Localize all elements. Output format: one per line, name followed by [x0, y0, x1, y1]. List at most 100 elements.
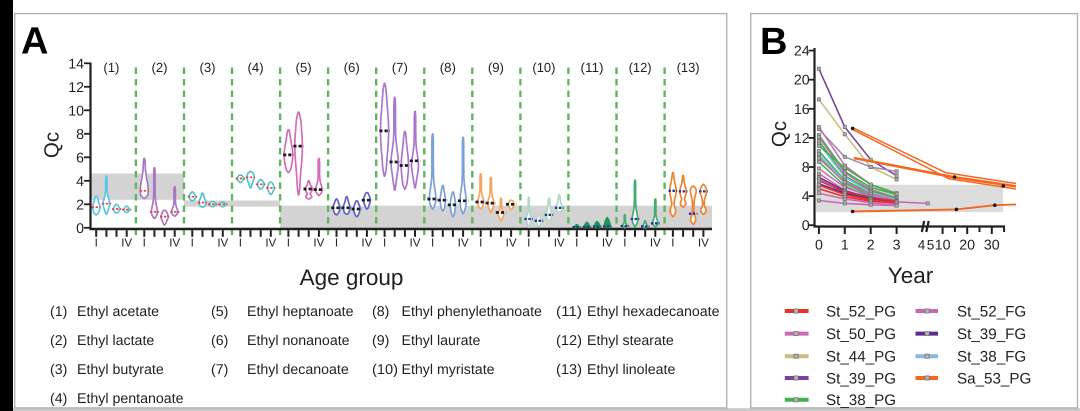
svg-text:Ethyl stearate: Ethyl stearate [587, 333, 674, 349]
svg-text:(13): (13) [677, 60, 700, 75]
svg-text:0: 0 [815, 238, 823, 254]
svg-text:1: 1 [841, 238, 849, 254]
svg-text:(1): (1) [103, 60, 119, 75]
svg-text:10: 10 [935, 238, 951, 254]
svg-text:Ethyl lactate: Ethyl lactate [77, 333, 154, 349]
svg-text:St_38_PG: St_38_PG [826, 392, 896, 409]
svg-text:8: 8 [802, 160, 810, 176]
svg-text:Ethyl decanoate: Ethyl decanoate [247, 362, 349, 378]
svg-text:St_50_PG: St_50_PG [826, 326, 896, 343]
svg-text:Qc: Qc [768, 121, 791, 147]
svg-text:(8): (8) [372, 304, 389, 320]
svg-text:IV: IV [698, 237, 709, 250]
svg-text:(7): (7) [392, 60, 408, 75]
svg-text:Ethyl heptanoate: Ethyl heptanoate [247, 304, 354, 320]
svg-text:(6): (6) [344, 60, 360, 75]
svg-text:Sa_53_PG: Sa_53_PG [957, 370, 1031, 387]
svg-text:(11): (11) [556, 304, 582, 320]
svg-text:IV: IV [217, 237, 228, 250]
svg-text:14: 14 [68, 56, 84, 72]
svg-text:I: I [239, 237, 242, 250]
svg-text:St_39_PG: St_39_PG [826, 370, 896, 387]
svg-text:(13): (13) [556, 362, 582, 378]
svg-text:IV: IV [554, 237, 565, 250]
svg-text:Age group: Age group [300, 265, 404, 290]
svg-text:IV: IV [602, 237, 613, 250]
svg-text:St_52_FG: St_52_FG [957, 303, 1026, 320]
svg-text:(5): (5) [211, 304, 228, 320]
svg-text:(7): (7) [211, 362, 228, 378]
svg-text:12: 12 [68, 80, 84, 96]
svg-text:(9): (9) [488, 60, 504, 75]
svg-text:(2): (2) [151, 60, 167, 75]
svg-text:(10): (10) [532, 60, 555, 75]
svg-text:Ethyl linoleate: Ethyl linoleate [587, 362, 675, 378]
svg-text:12: 12 [794, 131, 810, 147]
svg-text:I: I [335, 237, 338, 250]
svg-text:IV: IV [265, 237, 276, 250]
svg-text:Ethyl acetate: Ethyl acetate [77, 304, 159, 320]
svg-text:4: 4 [918, 238, 926, 253]
svg-text:(2): (2) [50, 333, 67, 349]
svg-text:Ethyl pentanoate: Ethyl pentanoate [77, 391, 184, 407]
svg-text:3: 3 [893, 238, 901, 254]
svg-text:2: 2 [76, 197, 84, 213]
svg-text:Ethyl hexadecanoate: Ethyl hexadecanoate [587, 304, 720, 320]
svg-text:(10): (10) [372, 362, 398, 378]
svg-text:(8): (8) [440, 60, 456, 75]
svg-text:St_39_FG: St_39_FG [957, 326, 1026, 343]
svg-text:(3): (3) [50, 362, 67, 378]
svg-text:(12): (12) [556, 333, 582, 349]
svg-text:6: 6 [76, 150, 84, 166]
svg-text:I: I [431, 237, 434, 250]
svg-text:I: I [287, 237, 290, 250]
svg-text:IV: IV [313, 237, 324, 250]
svg-text:16: 16 [794, 102, 810, 118]
svg-text:20: 20 [959, 238, 975, 254]
svg-text:30: 30 [984, 238, 1000, 254]
svg-text:Qc: Qc [41, 132, 64, 158]
svg-text:Ethyl laurate: Ethyl laurate [402, 333, 481, 349]
svg-text:10: 10 [68, 103, 84, 119]
svg-text:IV: IV [169, 237, 180, 250]
svg-text:0: 0 [802, 218, 810, 234]
svg-text:Ethyl phenylethanoate: Ethyl phenylethanoate [402, 304, 543, 320]
svg-text:IV: IV [361, 237, 372, 250]
svg-text:IV: IV [650, 237, 661, 250]
svg-text:(4): (4) [50, 391, 67, 407]
svg-text:24: 24 [794, 44, 810, 60]
svg-text:4: 4 [76, 174, 84, 190]
svg-text:Year: Year [888, 263, 934, 288]
svg-text:Ethyl butyrate: Ethyl butyrate [77, 362, 164, 378]
svg-text:Ethyl myristate: Ethyl myristate [402, 362, 495, 378]
svg-text:I: I [623, 237, 626, 250]
svg-text:8: 8 [76, 127, 84, 143]
svg-text:(3): (3) [199, 60, 215, 75]
svg-text:(4): (4) [248, 60, 264, 75]
svg-text:St_44_PG: St_44_PG [826, 349, 896, 366]
svg-text:B: B [760, 21, 787, 63]
svg-text:5: 5 [927, 238, 935, 253]
svg-text:2: 2 [867, 238, 875, 254]
svg-text:(11): (11) [581, 60, 604, 75]
svg-text:IV: IV [121, 237, 132, 250]
svg-text:20: 20 [794, 73, 810, 89]
svg-text:(12): (12) [629, 60, 652, 75]
svg-text:I: I [143, 237, 146, 250]
svg-text:A: A [21, 21, 48, 63]
svg-text:4: 4 [802, 189, 810, 205]
svg-text:I: I [95, 237, 98, 250]
svg-text:I: I [479, 237, 482, 250]
svg-text:IV: IV [506, 237, 517, 250]
svg-text:(5): (5) [296, 60, 312, 75]
svg-text:I: I [191, 237, 194, 250]
svg-text:St_38_FG: St_38_FG [957, 349, 1026, 366]
svg-text:IV: IV [458, 237, 469, 250]
svg-text:I: I [671, 237, 674, 250]
svg-text:I: I [383, 237, 386, 250]
svg-text:I: I [575, 237, 578, 250]
svg-text:I: I [527, 237, 530, 250]
svg-text:0: 0 [76, 221, 84, 237]
svg-text:(1): (1) [50, 304, 67, 320]
svg-text:St_52_PG: St_52_PG [826, 303, 896, 320]
